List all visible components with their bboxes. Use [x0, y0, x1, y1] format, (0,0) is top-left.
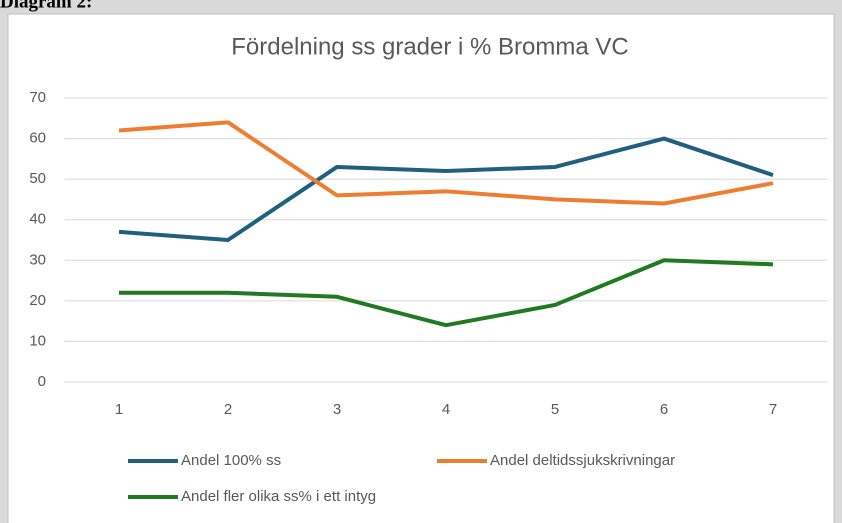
- y-tick-label: 50: [29, 170, 46, 187]
- series-line: [118, 136, 774, 242]
- series-line: [118, 120, 774, 206]
- x-tick-label: 4: [442, 401, 450, 418]
- series-line: [119, 258, 774, 328]
- x-tick-label: 2: [224, 401, 232, 418]
- y-tick-label: 0: [38, 373, 46, 390]
- y-tick-label: 70: [29, 89, 46, 106]
- y-tick-label: 40: [29, 211, 46, 228]
- x-tick-label: 3: [333, 401, 341, 418]
- y-tick-label: 20: [29, 292, 46, 309]
- chart-title: Fördelning ss grader i % Bromma VC: [231, 33, 628, 60]
- legend-label: Andel fler olika ss% i ett intyg: [181, 488, 376, 505]
- legend-label: Andel deltidssjukskrivningar: [490, 452, 675, 469]
- y-tick-label: 10: [29, 332, 46, 349]
- chart-area: [7, 13, 835, 523]
- heading: Diagram 2:: [0, 0, 92, 12]
- x-tick-label: 6: [660, 401, 668, 418]
- y-tick-label: 30: [29, 251, 46, 268]
- x-tick-label: 7: [769, 401, 777, 418]
- y-tick-label: 60: [29, 130, 46, 147]
- legend-label: Andel 100% ss: [181, 452, 281, 469]
- x-tick-label: 5: [551, 401, 559, 418]
- x-tick-label: 1: [115, 401, 123, 418]
